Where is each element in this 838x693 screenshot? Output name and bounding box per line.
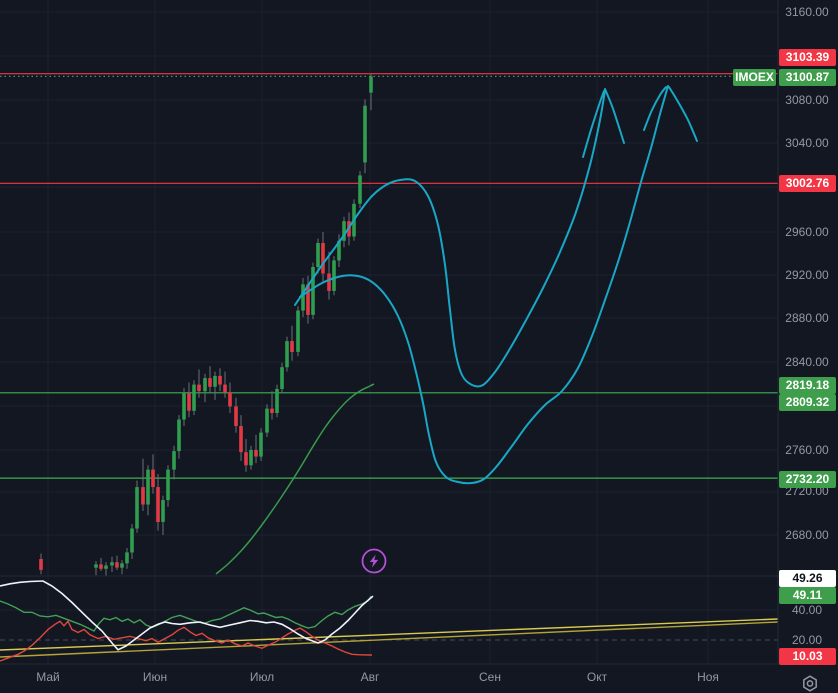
- candle: [104, 565, 108, 569]
- candle: [290, 341, 294, 352]
- candle: [270, 408, 274, 413]
- candle: [151, 469, 155, 487]
- candle: [130, 528, 134, 553]
- candle: [120, 563, 124, 568]
- candle: [110, 562, 114, 566]
- candle: [275, 389, 279, 413]
- price-tick-label: 2880.00: [785, 311, 829, 325]
- price-label-box: 3002.76: [779, 175, 836, 192]
- month-label: Июл: [249, 670, 275, 684]
- price-tick-label: 3160.00: [785, 5, 829, 19]
- candle: [223, 384, 227, 393]
- month-label: Ноя: [697, 670, 719, 684]
- price-tick-label: 2760.00: [785, 443, 829, 457]
- candle: [141, 487, 145, 505]
- trendline-yellow-upper: [0, 618, 779, 651]
- candle: [342, 221, 346, 241]
- price-tick-label: 2960.00: [785, 225, 829, 239]
- candle: [337, 240, 341, 261]
- projection-arrowhead: [604, 88, 625, 144]
- price-label-box: 10.03: [779, 648, 836, 665]
- candle: [99, 564, 103, 569]
- candle: [166, 469, 170, 501]
- price-label-box: 49.11: [779, 587, 836, 604]
- candle: [259, 432, 263, 457]
- candle: [296, 310, 300, 352]
- flash-icon[interactable]: [360, 547, 388, 575]
- candle: [125, 552, 129, 564]
- trendline-yellow-lower: [0, 621, 779, 658]
- price-label-box: 2809.32: [779, 394, 836, 411]
- price-tick-label: 20.00: [791, 633, 823, 647]
- projection-curve-lower: [299, 85, 669, 485]
- price-tick-label: 2840.00: [785, 355, 829, 369]
- projection-arrowhead: [582, 90, 605, 158]
- candle: [146, 469, 150, 505]
- candle: [301, 284, 305, 311]
- candle: [203, 378, 207, 392]
- indicator-line-red: [0, 620, 373, 662]
- month-label: Авг: [360, 670, 380, 684]
- candle: [172, 451, 176, 470]
- candle: [192, 384, 196, 411]
- price-tick-label: 2680.00: [785, 528, 829, 542]
- candle: [234, 406, 238, 426]
- month-label: Июн: [142, 670, 168, 684]
- candle: [161, 500, 165, 522]
- candle: [218, 375, 222, 385]
- candle: [363, 105, 367, 163]
- price-tick-label: 2920.00: [785, 268, 829, 282]
- projection-curve-upper: [294, 89, 606, 388]
- price-tick-label: 3040.00: [785, 136, 829, 150]
- candle: [327, 273, 331, 291]
- candle: [369, 76, 373, 93]
- gear-icon[interactable]: [799, 673, 821, 693]
- price-label-box: 2732.20: [779, 471, 836, 488]
- candle: [265, 408, 269, 433]
- price-label-box: 3100.87: [779, 69, 836, 86]
- candle: [182, 393, 186, 420]
- candle: [177, 419, 181, 452]
- indicator-line-green: [0, 595, 372, 632]
- indicator-line-white: [0, 580, 374, 651]
- symbol-price-tag: IMOEX: [733, 69, 776, 86]
- candle: [208, 378, 212, 387]
- candle: [306, 284, 310, 315]
- candle: [285, 341, 289, 368]
- candle: [254, 450, 258, 457]
- time-axis[interactable]: Май Июн Июл Авг Сен Окт Ноя: [0, 664, 838, 693]
- candle: [249, 450, 253, 466]
- price-tick-label: 3080.00: [785, 93, 829, 107]
- candle: [321, 243, 325, 274]
- candle: [316, 243, 320, 267]
- projection-arrowhead: [643, 86, 667, 131]
- candle: [280, 367, 284, 389]
- price-label-box: 49.26: [779, 570, 836, 587]
- price-axis[interactable]: 3160.00 3080.00 3040.00 2960.00 2920.00 2880.…: [778, 0, 838, 665]
- month-label: Окт: [586, 670, 608, 684]
- candle: [213, 375, 217, 387]
- candle: [239, 426, 243, 453]
- price-label-box: 3103.39: [779, 49, 836, 66]
- candle: [244, 452, 248, 466]
- candle: [228, 392, 232, 407]
- projection-arrowhead: [668, 86, 698, 142]
- candle: [156, 487, 160, 522]
- month-label: Сен: [479, 670, 501, 684]
- price-label-box: 2819.18: [779, 377, 836, 394]
- candle: [187, 393, 191, 411]
- candle: [311, 267, 315, 315]
- month-label: Май: [36, 670, 60, 684]
- price-tick-label: 40.00: [791, 603, 823, 617]
- ma-line: [215, 383, 375, 575]
- candle: [39, 559, 43, 570]
- candle: [332, 260, 336, 291]
- candle: [135, 487, 139, 529]
- candle: [358, 175, 362, 204]
- candle: [94, 564, 98, 568]
- candle: [115, 562, 119, 568]
- candle: [197, 384, 201, 392]
